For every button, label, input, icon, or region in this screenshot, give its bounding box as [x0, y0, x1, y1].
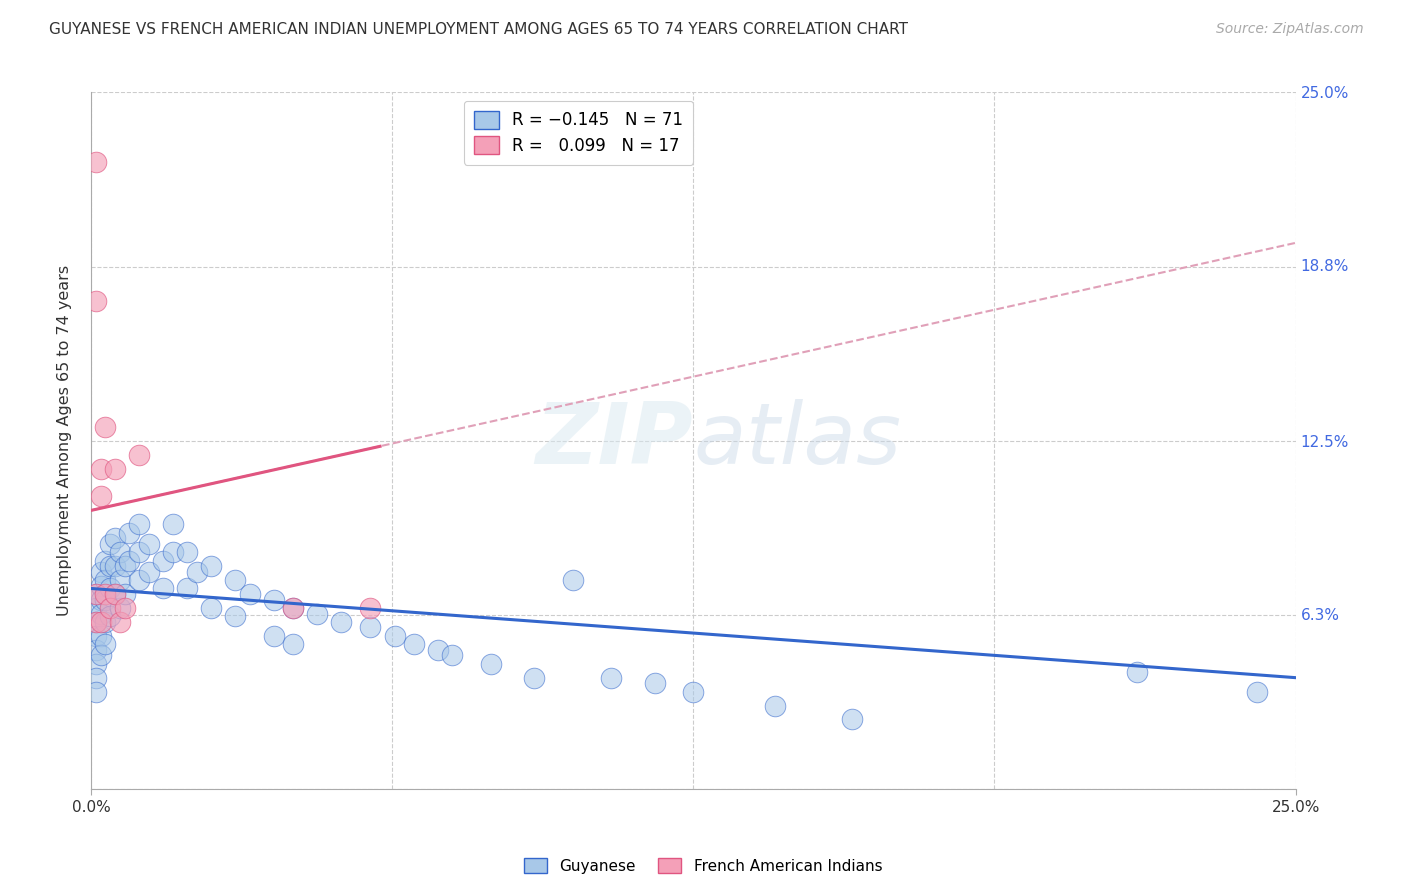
Point: [200, 559, 222, 574]
Point: [90, 607, 112, 621]
Point: [84, 615, 107, 629]
Point: [307, 607, 329, 621]
Point: [118, 553, 141, 567]
Point: [224, 609, 246, 624]
Point: [138, 537, 160, 551]
Point: [128, 448, 150, 462]
Point: [1246, 684, 1268, 698]
Point: [84, 671, 107, 685]
Text: ZIP: ZIP: [536, 400, 693, 483]
Point: [1125, 665, 1147, 679]
Point: [359, 601, 381, 615]
Point: [441, 648, 464, 663]
Point: [186, 565, 208, 579]
Point: [644, 676, 666, 690]
Point: [523, 671, 546, 685]
Point: [224, 573, 246, 587]
Point: [90, 648, 112, 663]
Point: [94, 587, 117, 601]
Point: [104, 587, 127, 601]
Text: atlas: atlas: [693, 400, 901, 483]
Point: [330, 615, 353, 629]
Point: [84, 294, 107, 309]
Point: [682, 684, 704, 698]
Point: [359, 620, 381, 634]
Point: [128, 545, 150, 559]
Point: [84, 155, 107, 169]
Text: Source: ZipAtlas.com: Source: ZipAtlas.com: [1216, 22, 1364, 37]
Point: [90, 565, 112, 579]
Point: [162, 517, 184, 532]
Point: [108, 545, 131, 559]
Point: [162, 545, 184, 559]
Point: [90, 592, 112, 607]
Point: [426, 642, 449, 657]
Point: [98, 609, 121, 624]
Point: [283, 601, 305, 615]
Point: [84, 601, 107, 615]
Point: [176, 582, 198, 596]
Point: [561, 573, 583, 587]
Point: [108, 615, 131, 629]
Point: [114, 559, 136, 574]
Point: [90, 461, 112, 475]
Point: [84, 642, 107, 657]
Point: [114, 601, 136, 615]
Point: [90, 490, 112, 504]
Point: [239, 587, 262, 601]
Point: [841, 713, 863, 727]
Point: [763, 698, 786, 713]
Point: [283, 601, 305, 615]
Y-axis label: Unemployment Among Ages 65 to 74 years: Unemployment Among Ages 65 to 74 years: [58, 265, 72, 616]
Point: [84, 657, 107, 671]
Point: [90, 579, 112, 593]
Point: [600, 671, 623, 685]
Point: [479, 657, 502, 671]
Point: [263, 629, 285, 643]
Point: [128, 573, 150, 587]
Point: [84, 615, 107, 629]
Point: [98, 582, 121, 596]
Point: [283, 637, 305, 651]
Point: [84, 587, 107, 601]
Legend: Guyanese, French American Indians: Guyanese, French American Indians: [517, 852, 889, 880]
Point: [118, 525, 141, 540]
Point: [152, 582, 174, 596]
Point: [384, 629, 406, 643]
Point: [104, 587, 127, 601]
Point: [104, 531, 127, 545]
Point: [98, 537, 121, 551]
Point: [84, 684, 107, 698]
Point: [84, 587, 107, 601]
Point: [94, 419, 117, 434]
Point: [104, 559, 127, 574]
Point: [104, 461, 127, 475]
Point: [200, 601, 222, 615]
Point: [84, 629, 107, 643]
Point: [98, 601, 121, 615]
Point: [94, 615, 117, 629]
Point: [152, 553, 174, 567]
Point: [128, 517, 150, 532]
Point: [402, 637, 425, 651]
Point: [114, 587, 136, 601]
Point: [94, 637, 117, 651]
Text: GUYANESE VS FRENCH AMERICAN INDIAN UNEMPLOYMENT AMONG AGES 65 TO 74 YEARS CORREL: GUYANESE VS FRENCH AMERICAN INDIAN UNEMP…: [49, 22, 908, 37]
Point: [263, 592, 285, 607]
Point: [94, 573, 117, 587]
Point: [90, 629, 112, 643]
Point: [90, 615, 112, 629]
Point: [138, 565, 160, 579]
Point: [94, 592, 117, 607]
Point: [94, 553, 117, 567]
Legend: R = −0.145   N = 71, R =   0.099   N = 17: R = −0.145 N = 71, R = 0.099 N = 17: [464, 101, 693, 165]
Point: [176, 545, 198, 559]
Point: [108, 573, 131, 587]
Point: [98, 559, 121, 574]
Point: [108, 601, 131, 615]
